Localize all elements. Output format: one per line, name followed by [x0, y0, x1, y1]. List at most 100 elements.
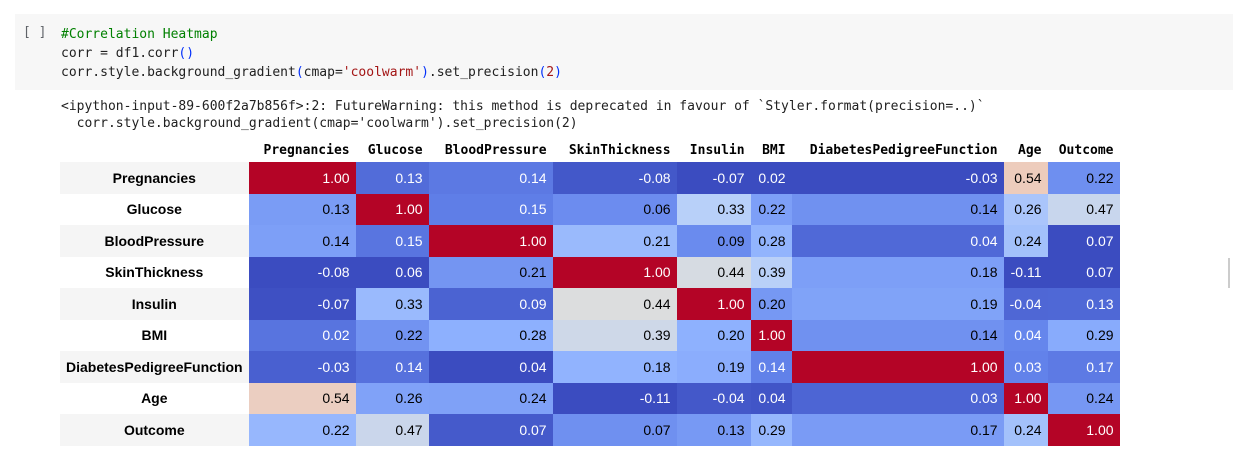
row-header: SkinThickness	[60, 256, 249, 288]
heatmap-cell: 0.14	[428, 162, 553, 194]
heatmap-cell: 0.13	[355, 162, 429, 194]
row-header: Insulin	[60, 288, 249, 320]
heatmap-cell: 0.19	[791, 288, 1004, 320]
heatmap-cell: 0.14	[791, 319, 1004, 351]
heatmap-cell: 0.13	[248, 193, 356, 225]
row-header: DiabetesPedigreeFunction	[60, 351, 249, 383]
heatmap-cell: 1.00	[355, 193, 429, 225]
heatmap-cell: 0.33	[355, 288, 429, 320]
run-cell-button[interactable]: [ ]	[23, 25, 47, 40]
row-header: BloodPressure	[60, 225, 249, 257]
heatmap-cell: 1.00	[791, 351, 1004, 383]
header-row: Pregnancies Glucose BloodPressure SkinTh…	[60, 138, 1120, 162]
heatmap-cell: 0.06	[355, 256, 429, 288]
heatmap-cell: 0.44	[552, 288, 677, 320]
heatmap-cell: 0.26	[355, 382, 429, 414]
col-header: BMI	[762, 142, 786, 158]
table-row: DiabetesPedigreeFunction -0.03 0.14 0.04 0.1…	[60, 351, 1120, 383]
heatmap-cell: 0.26	[1003, 193, 1048, 225]
row-header: BMI	[60, 319, 249, 351]
heatmap-cell: 1.00	[428, 225, 553, 257]
code-cell[interactable]	[15, 14, 1233, 90]
heatmap-cell: 1.00	[248, 162, 356, 194]
heatmap-cell: 0.17	[1047, 351, 1120, 383]
heatmap-cell: 1.00	[1003, 382, 1048, 414]
heatmap-cell: -0.07	[248, 288, 356, 320]
row-header: Glucose	[60, 193, 249, 225]
heatmap-cell: -0.11	[552, 382, 677, 414]
heatmap-cell: 1.00	[750, 319, 792, 351]
table-row: BloodPressure 0.14 0.15 1.00 0.21 0.09 0.28 0.0…	[60, 225, 1120, 257]
heatmap-cell: 0.20	[676, 319, 751, 351]
code-line-3: corr.style.background_gradient(cmap='coo…	[61, 65, 562, 80]
heatmap-cell: 0.28	[428, 319, 553, 351]
row-header: Outcome	[60, 414, 249, 446]
warning-line-1: <ipython-input-89-600f2a7b856f>:2: Futur…	[61, 99, 985, 114]
heatmap-cell: 0.33	[676, 193, 751, 225]
heatmap-cell: -0.08	[552, 162, 677, 194]
heatmap-cell: 0.15	[355, 225, 429, 257]
heatmap-cell: 0.02	[750, 162, 792, 194]
code-editor[interactable]: #Correlation Heatmap corr = df1.corr() c…	[61, 25, 562, 82]
heatmap-cell: 0.54	[1003, 162, 1048, 194]
heatmap-cell: 0.03	[791, 382, 1004, 414]
correlation-heatmap-table: Pregnancies Glucose BloodPressure SkinTh…	[60, 138, 1120, 446]
heatmap-cell: 0.04	[1003, 319, 1048, 351]
heatmap-cell: 1.00	[1047, 414, 1120, 446]
heatmap-cell: 0.24	[1047, 382, 1120, 414]
col-header: SkinThickness	[568, 142, 671, 158]
corner-cell	[60, 138, 249, 162]
heatmap-cell: -0.03	[791, 162, 1004, 194]
heatmap-cell: 0.54	[248, 382, 356, 414]
heatmap-cell: 0.18	[552, 351, 677, 383]
col-header: Outcome	[1058, 142, 1114, 158]
col-header: Insulin	[689, 142, 745, 158]
heatmap-cell: 0.04	[428, 351, 553, 383]
heatmap-cell: 0.07	[552, 414, 677, 446]
heatmap-cell: 0.39	[750, 256, 792, 288]
heatmap-cell: 0.24	[1003, 414, 1048, 446]
table-row: Pregnancies 1.00 0.13 0.14 -0.08 -0.07 0.02 -0.…	[60, 162, 1120, 194]
heatmap-cell: -0.03	[248, 351, 356, 383]
table-row: SkinThickness -0.08 0.06 0.21 1.00 0.44 0.39 0.…	[60, 256, 1120, 288]
heatmap-cell: -0.11	[1003, 256, 1048, 288]
col-header: Pregnancies	[263, 142, 350, 158]
heatmap-cell: 0.22	[1047, 162, 1120, 194]
heatmap-cell: 0.44	[676, 256, 751, 288]
row-header: Age	[60, 382, 249, 414]
col-header: Glucose	[367, 142, 423, 158]
heatmap-cell: 0.02	[248, 319, 356, 351]
output-warning: <ipython-input-89-600f2a7b856f>:2: Futur…	[61, 98, 985, 132]
heatmap-cell: 0.24	[1003, 225, 1048, 257]
heatmap-cell: 0.47	[355, 414, 429, 446]
heatmap-cell: 0.24	[428, 382, 553, 414]
heatmap-cell: 0.09	[676, 225, 751, 257]
heatmap-cell: 0.22	[355, 319, 429, 351]
table-row: BMI 0.02 0.22 0.28 0.39 0.20 1.00 0.14 0.04 0.29	[60, 319, 1120, 351]
heatmap-cell: 0.21	[428, 256, 553, 288]
heatmap-cell: 0.22	[248, 414, 356, 446]
output-scroll-indicator[interactable]	[1228, 258, 1230, 288]
table-row: Glucose 0.13 1.00 0.15 0.06 0.33 0.22 0.14 0.26 0…	[60, 193, 1120, 225]
heatmap-cell: 0.28	[750, 225, 792, 257]
heatmap-cell: 0.09	[428, 288, 553, 320]
heatmap-cell: 0.07	[428, 414, 553, 446]
heatmap-cell: 0.07	[1047, 225, 1120, 257]
code-comment: #Correlation Heatmap	[61, 27, 218, 42]
code-line-2: corr = df1.corr()	[61, 46, 195, 61]
table-row: Age 0.54 0.26 0.24 -0.11 -0.04 0.04 0.03 1.00 0.2…	[60, 382, 1120, 414]
heatmap-cell: -0.04	[676, 382, 751, 414]
heatmap-cell: 1.00	[552, 256, 677, 288]
warning-line-2: corr.style.background_gradient(cmap='coo…	[61, 116, 578, 131]
heatmap-cell: 0.22	[750, 193, 792, 225]
heatmap-cell: 0.14	[750, 351, 792, 383]
heatmap-cell: 0.04	[791, 225, 1004, 257]
heatmap-cell: 1.00	[676, 288, 751, 320]
heatmap-cell: 0.14	[248, 225, 356, 257]
heatmap-cell: 0.13	[1047, 288, 1120, 320]
heatmap-cell: 0.06	[552, 193, 677, 225]
heatmap-cell: -0.04	[1003, 288, 1048, 320]
heatmap-cell: 0.04	[750, 382, 792, 414]
heatmap-cell: 0.20	[750, 288, 792, 320]
col-header: DiabetesPedigreeFunction	[809, 142, 998, 158]
